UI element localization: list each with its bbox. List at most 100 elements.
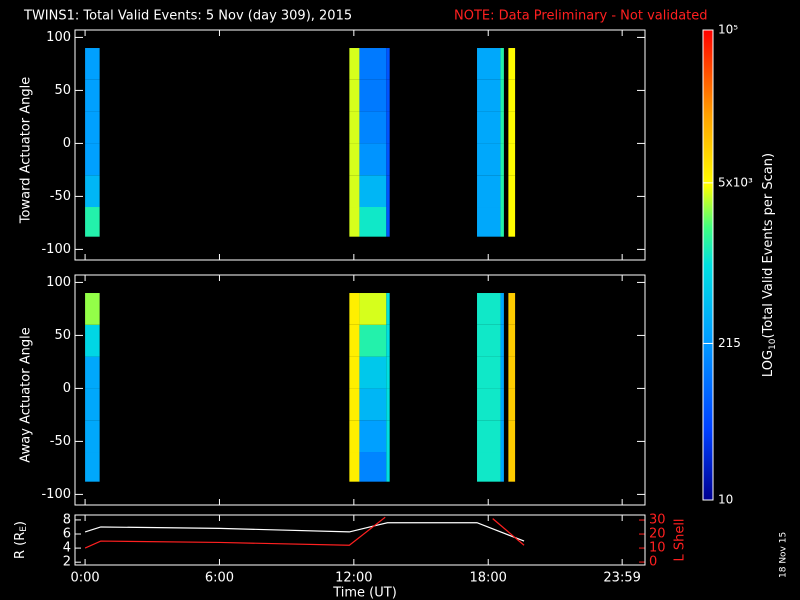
heat-cell [508,388,516,421]
x-tick-label: 12:00 [335,571,372,586]
heat-cell [477,79,501,112]
heat-cell [508,143,516,176]
heat-cell [500,420,504,453]
heat-cell [349,143,360,176]
chart-title: TWINS1: Total Valid Events: 5 Nov (day 3… [23,9,352,24]
y2-tick-label: 10 [649,541,666,556]
heat-cell [386,356,390,389]
heat-cell [477,143,501,176]
heat-cell [508,48,516,80]
heat-cell [508,293,516,325]
y-tick-label: -100 [41,242,71,257]
heat-cell [359,388,387,421]
heat-cell [386,452,390,482]
heat-cell [477,388,501,421]
heat-cell [508,324,516,357]
heat-cell [500,293,504,325]
heat-cell [500,111,504,144]
heat-cell [349,175,360,208]
colorbar-tick-label: 215 [718,336,741,350]
colorbar-label: LOG10(Total Valid Events per Scan) [761,153,778,377]
line-series [84,516,386,549]
heat-cell [508,207,516,237]
heat-cell [349,48,360,80]
heat-cell [349,207,360,237]
heat-cell [386,388,390,421]
heat-cell [359,79,387,112]
heat-cell [386,175,390,208]
y-tick-label: 50 [54,83,71,98]
heat-cell [359,420,387,453]
y-tick-label: 100 [46,275,71,290]
colorbar [702,29,714,501]
line-series [492,518,525,546]
plot-frame [74,29,646,261]
heat-cell [349,79,360,112]
x-tick-label: 6:00 [205,571,234,586]
heat-cell [359,452,387,482]
heat-cell [85,207,100,237]
heat-cell [349,388,360,421]
y-tick-label: -50 [50,434,71,449]
heat-cell [508,356,516,389]
heat-cell [386,207,390,237]
heat-cell [500,388,504,421]
heat-cell [386,293,390,325]
line-series [84,522,525,542]
y2-tick-label: 20 [649,527,666,542]
date-stamp: 18 Nov 15 [779,532,789,578]
x-axis-label: Time (UT) [332,586,397,600]
heat-cell [508,420,516,453]
heat-cell [85,388,100,421]
heat-cell [508,175,516,208]
y-tick-label: 100 [46,30,71,45]
heat-cell [85,175,100,208]
heat-cell [85,452,100,482]
heat-cell [500,207,504,237]
y-axis-label: R (RE) [13,521,29,559]
heat-cell [349,420,360,453]
heat-cell [359,111,387,144]
heat-cell [508,79,516,112]
y2-tick-label: 0 [649,555,657,570]
x-tick-label: 18:00 [469,571,506,586]
y-axis-label: Toward Actuator Angle [19,77,34,224]
heat-cell [477,452,501,482]
heat-cell [508,452,516,482]
heat-cell [386,48,390,80]
heat-cell [500,356,504,389]
heat-cell [500,452,504,482]
heat-cell [349,356,360,389]
x-tick-label: 23:59 [603,571,640,586]
heat-cell [477,356,501,389]
y-tick-label: -100 [41,487,71,502]
heat-cell [477,48,501,80]
y2-tick-label: 30 [649,513,666,528]
heat-cell [359,293,387,325]
heat-cell [359,324,387,357]
heat-cell [500,79,504,112]
heat-cell [500,175,504,208]
colorbar-tick-label: 5x10³ [718,175,753,189]
heat-cell [508,111,516,144]
heat-cell [386,143,390,176]
heat-cell [477,324,501,357]
heat-cell [359,356,387,389]
heat-cell [85,48,100,80]
heat-cell [477,207,501,237]
y-tick-label: 4 [63,541,71,556]
y-tick-label: 2 [63,555,71,570]
heat-cell [477,175,501,208]
y-tick-label: 0 [63,381,71,396]
heat-cell [85,111,100,144]
y-axis-label: Away Actuator Angle [19,327,34,462]
heat-cell [500,324,504,357]
plot-frame [74,514,646,566]
heat-cell [349,324,360,357]
heat-cell [85,356,100,389]
y-tick-label: -50 [50,189,71,204]
heat-cell [500,143,504,176]
y-tick-label: 8 [63,512,71,527]
heat-cell [477,111,501,144]
heat-cell [477,293,501,325]
